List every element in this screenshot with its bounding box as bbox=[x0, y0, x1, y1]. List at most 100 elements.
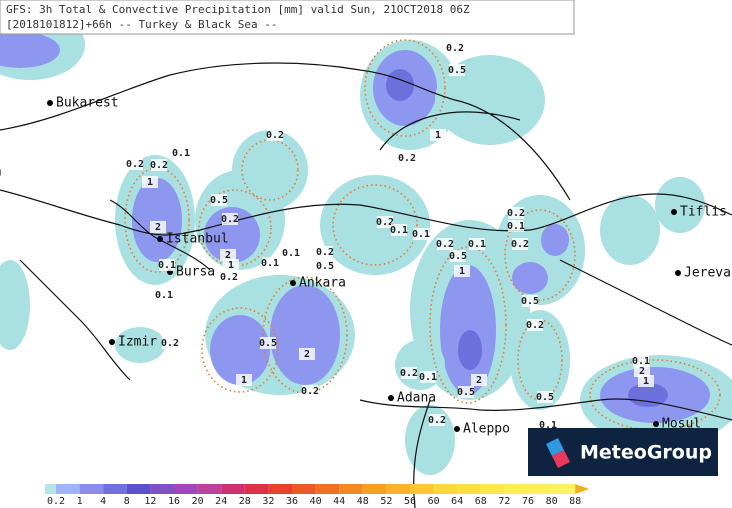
legend-arrow bbox=[575, 484, 590, 494]
contour-label: 1 bbox=[228, 260, 234, 271]
label-bg bbox=[508, 220, 524, 232]
contour-label: 0.1 bbox=[468, 239, 486, 250]
contour-label: 0.2 bbox=[398, 153, 416, 164]
contour-label: 2 bbox=[225, 250, 231, 261]
city-dot bbox=[454, 426, 460, 432]
legend-swatch bbox=[315, 484, 340, 494]
label-bg bbox=[283, 247, 299, 259]
label-bg bbox=[159, 259, 175, 271]
contour-label: 0.5 bbox=[536, 392, 554, 403]
contour-label: 0.1 bbox=[412, 229, 430, 240]
contour-label: 0.2 bbox=[446, 43, 464, 54]
legend-swatch bbox=[197, 484, 222, 494]
label-bg bbox=[260, 337, 276, 349]
city-label: Mosul bbox=[662, 417, 701, 432]
legend-swatch bbox=[433, 484, 458, 494]
legend-swatch bbox=[79, 484, 104, 494]
label-bg bbox=[437, 238, 453, 250]
legend-label: 12 bbox=[144, 496, 156, 507]
label-bg bbox=[527, 319, 543, 331]
contour-label: 0.2 bbox=[301, 386, 319, 397]
label-bg bbox=[430, 129, 446, 141]
legend-swatch bbox=[126, 484, 151, 494]
label-bg bbox=[127, 158, 143, 170]
legend-label: 28 bbox=[239, 496, 251, 507]
legend-swatch bbox=[528, 484, 552, 494]
label-bg bbox=[262, 257, 278, 269]
label-bg bbox=[377, 216, 393, 228]
contour-label: 1 bbox=[435, 130, 441, 141]
label-bg bbox=[317, 246, 333, 258]
contour-label: 0.5 bbox=[316, 261, 334, 272]
label-bg bbox=[471, 374, 487, 386]
city-dot bbox=[47, 100, 53, 106]
city-label: Aleppo bbox=[463, 422, 510, 437]
city-label: Adana bbox=[397, 391, 436, 406]
contour-label: 1 bbox=[459, 266, 465, 277]
contour-label: 0.2 bbox=[376, 217, 394, 228]
legend-label: 88 bbox=[569, 496, 581, 507]
label-bg bbox=[449, 64, 465, 76]
contour-labels: 0.20.50.2 10.20.2 0.20.1120.50.2210.20.10.… bbox=[126, 42, 654, 431]
contour-label: 0.1 bbox=[282, 248, 300, 259]
legend-label: 56 bbox=[404, 496, 416, 507]
contour-label: 1 bbox=[147, 177, 153, 188]
legend-swatch bbox=[386, 484, 410, 494]
legend-swatch bbox=[221, 484, 245, 494]
city-label: Bursa bbox=[176, 265, 215, 280]
city-dot bbox=[671, 209, 677, 215]
legend-label: 36 bbox=[286, 496, 298, 507]
legend-label: 8 bbox=[124, 496, 130, 507]
header-box: GFS: 3h Total & Convective Precipitation… bbox=[0, 0, 575, 35]
legend-swatch bbox=[244, 484, 269, 494]
cities: Bukarest ia Istanbul Bursa Ankara Izmir Adana A… bbox=[0, 96, 731, 437]
legend-swatch bbox=[410, 484, 434, 494]
label-bg bbox=[401, 367, 417, 379]
contour-label: 2 bbox=[155, 222, 161, 233]
contour-label: 0.1 bbox=[632, 356, 650, 367]
label-bg bbox=[142, 176, 158, 188]
contour-label: 0.2 bbox=[436, 239, 454, 250]
label-bg bbox=[221, 271, 237, 283]
label-bg bbox=[223, 259, 239, 271]
contour-label: 0.2 bbox=[161, 338, 179, 349]
city-label: Izmir bbox=[118, 335, 157, 350]
legend-label: 68 bbox=[475, 496, 487, 507]
label-bg bbox=[450, 250, 466, 262]
contour-label: 0.1 bbox=[158, 260, 176, 271]
logo: MeteoGroup bbox=[528, 428, 718, 476]
legend-label: 76 bbox=[522, 496, 534, 507]
label-bg bbox=[267, 129, 283, 141]
legend-swatch bbox=[480, 484, 505, 494]
legend-swatch bbox=[268, 484, 292, 494]
contour-label: 0.1 bbox=[155, 290, 173, 301]
contour-label: 0.2 bbox=[150, 160, 168, 171]
legend-swatch bbox=[45, 484, 56, 494]
contour-label: 0.2 bbox=[526, 320, 544, 331]
label-bg bbox=[638, 375, 654, 387]
label-bg bbox=[512, 238, 528, 250]
contour-label: 0.2 bbox=[221, 214, 239, 225]
contour-label: 0.2 bbox=[507, 208, 525, 219]
contour-label: 0.2 bbox=[400, 368, 418, 379]
contour-label: 0.1 bbox=[539, 420, 557, 431]
label-bg bbox=[162, 337, 178, 349]
label-bg bbox=[220, 249, 236, 261]
label-bg bbox=[150, 221, 166, 233]
label-bg bbox=[302, 385, 318, 397]
label-bg bbox=[508, 207, 524, 219]
legend-label: 32 bbox=[262, 496, 274, 507]
label-bg bbox=[399, 152, 415, 164]
label-bg bbox=[458, 386, 474, 398]
contour-label: 0.5 bbox=[448, 65, 466, 76]
legend-label: 72 bbox=[498, 496, 510, 507]
legend-swatch bbox=[174, 484, 198, 494]
label-bg bbox=[633, 355, 649, 367]
contour-label: 0.1 bbox=[390, 225, 408, 236]
legend-swatch bbox=[56, 484, 80, 494]
city-dot bbox=[109, 339, 115, 345]
city-label: Tiflis bbox=[680, 205, 727, 220]
contour-label: 0.1 bbox=[507, 221, 525, 232]
label-bg bbox=[454, 265, 470, 277]
header-line: [2018101812]+66h -- Turkey & Black Sea -… bbox=[6, 18, 278, 31]
